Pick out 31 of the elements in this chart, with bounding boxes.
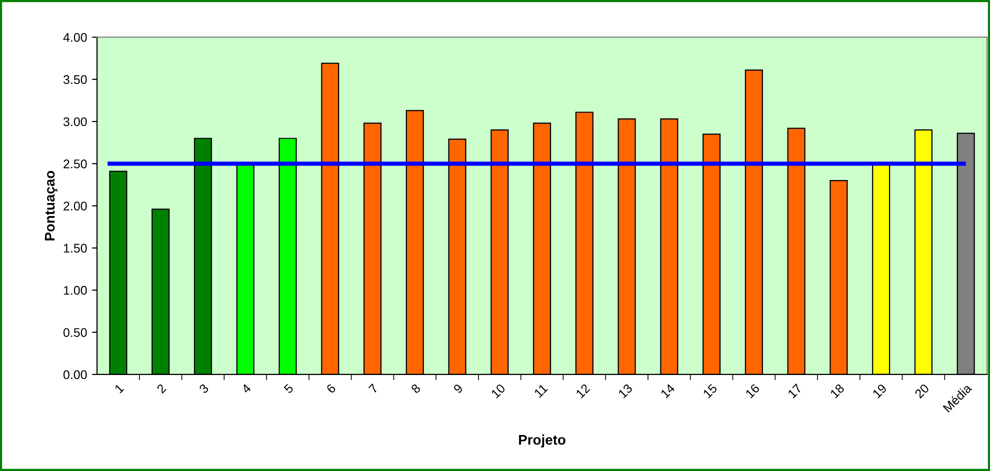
- y-tick-label: 0.00: [63, 370, 87, 380]
- x-tick-label: 16: [745, 383, 760, 398]
- x-tick-label: 11: [534, 384, 548, 398]
- y-tick-label: 0.50: [63, 328, 87, 337]
- x-tick-label: 2: [156, 383, 167, 394]
- x-tick-label: 10: [490, 383, 506, 398]
- x-tick-label: 19: [872, 383, 888, 398]
- x-tick-label: 7: [368, 384, 378, 394]
- x-tick-label: 3: [198, 383, 210, 394]
- y-tick-label: 4.00: [63, 33, 87, 42]
- x-tick-label: 1: [114, 384, 124, 394]
- y-tick-label: 2.00: [64, 202, 87, 210]
- x-tick-label: 14: [660, 383, 676, 398]
- x-tick-label: 8: [410, 383, 421, 394]
- x-tick-label: 4: [240, 383, 252, 394]
- x-tick-label: 6: [326, 383, 336, 394]
- x-tick-label: 17: [787, 384, 802, 398]
- x-tick-label: 12: [575, 383, 590, 398]
- x-tick-label: 13: [618, 383, 633, 398]
- y-tick-label: 1.50: [64, 244, 87, 253]
- x-tick-label: 5: [284, 383, 294, 394]
- x-tick-label: 15: [702, 383, 718, 398]
- x-axis-title: Projeto: [519, 434, 566, 448]
- y-axis-title: Pontuaçao: [44, 170, 58, 240]
- y-tick-label: 3.50: [63, 75, 87, 84]
- x-tick-label: 20: [914, 383, 930, 399]
- x-tick-label: 18: [830, 383, 845, 398]
- x-tick-label: 9: [452, 383, 464, 394]
- y-tick-label: 1.00: [64, 286, 87, 295]
- y-tick-label: 2.50: [64, 159, 87, 168]
- y-tick-label: 3.00: [63, 117, 87, 126]
